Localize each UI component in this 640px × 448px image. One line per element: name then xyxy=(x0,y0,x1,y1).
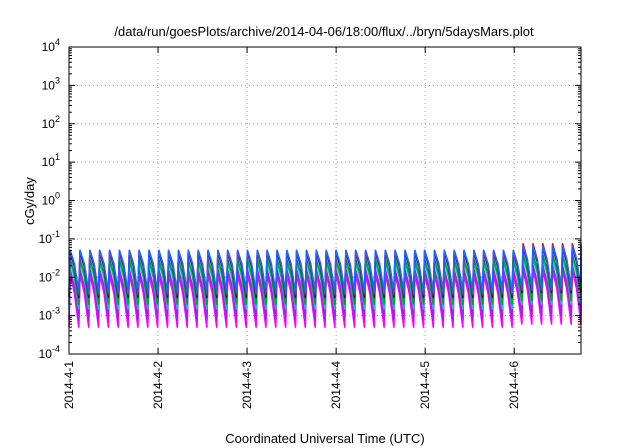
y-tick-label: 10-2 xyxy=(39,267,60,284)
y-tick-label: 102 xyxy=(42,114,60,131)
y-tick-label: 10-4 xyxy=(39,344,60,361)
x-tick-label: 2014-4-4 xyxy=(329,361,343,409)
y-tick-label: 100 xyxy=(42,191,60,208)
x-tick-label: 2014-4-6 xyxy=(507,361,521,409)
y-axis-ticks: 10-4 10-3 10-2 10-1 100 101 102 103 104 xyxy=(39,37,581,361)
y-axis-label: cGy/day xyxy=(22,177,37,225)
chart-title: /data/run/goesPlots/archive/2014-04-06/1… xyxy=(114,24,534,39)
x-tick-label: 2014-4-2 xyxy=(151,361,165,409)
y-tick-label: 104 xyxy=(42,37,60,54)
x-axis-ticks: 2014-4-1 2014-4-2 2014-4-3 2014-4-4 2014-4-5… xyxy=(62,47,521,409)
y-tick-label: 10-3 xyxy=(39,306,60,323)
y-tick-label: 103 xyxy=(42,75,60,92)
x-axis-label: Coordinated Universal Time (UTC) xyxy=(225,431,424,446)
series-line-7 xyxy=(68,245,582,294)
x-tick-label: 2014-4-5 xyxy=(418,361,432,409)
y-tick-label: 101 xyxy=(42,152,60,169)
series-layer xyxy=(68,242,582,328)
y-tick-label: 10-1 xyxy=(39,229,60,246)
x-tick-label: 2014-4-1 xyxy=(62,361,76,409)
x-tick-label: 2014-4-3 xyxy=(240,361,254,409)
